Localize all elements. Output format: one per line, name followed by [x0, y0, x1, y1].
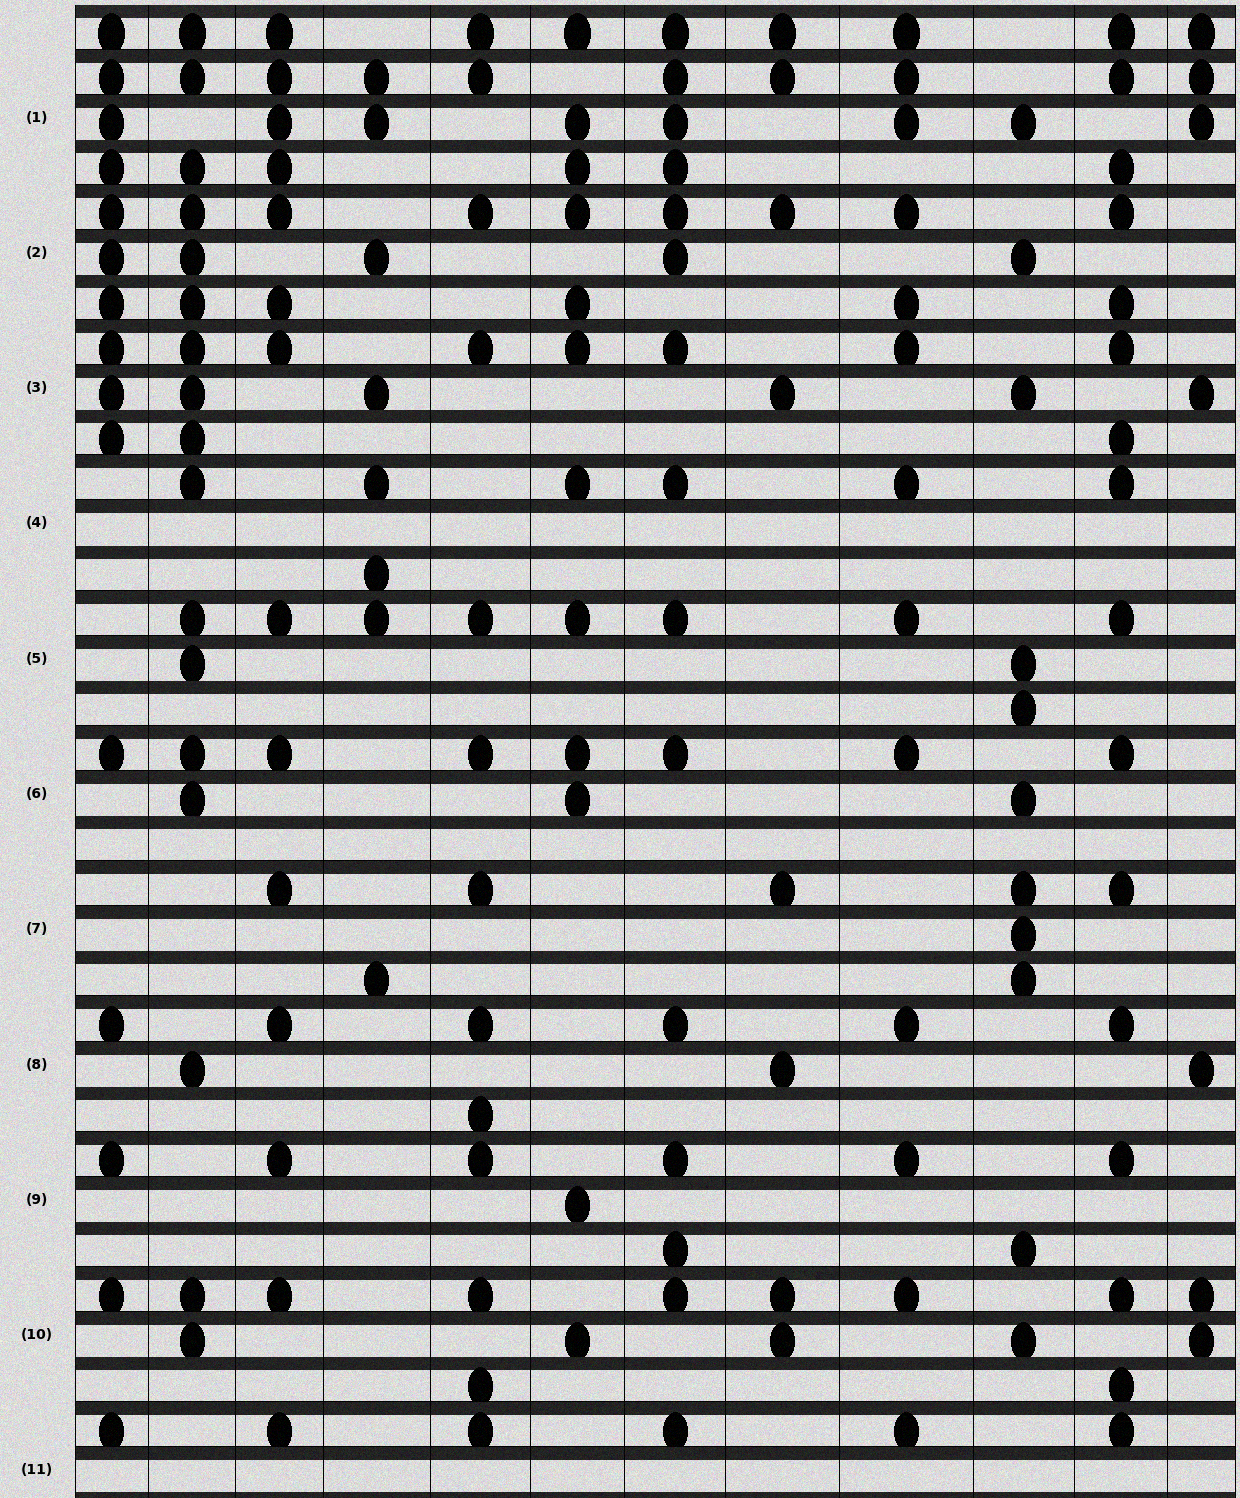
- Text: (5): (5): [26, 652, 48, 665]
- Text: (11): (11): [21, 1464, 53, 1477]
- Text: (10): (10): [21, 1329, 53, 1342]
- Text: (2): (2): [26, 246, 48, 261]
- Text: (6): (6): [26, 786, 48, 801]
- Text: (7): (7): [26, 923, 48, 936]
- Text: (1): (1): [26, 111, 48, 124]
- Text: (8): (8): [26, 1058, 48, 1071]
- Text: (4): (4): [26, 517, 48, 530]
- Text: (3): (3): [26, 380, 48, 395]
- Text: (9): (9): [26, 1192, 48, 1207]
